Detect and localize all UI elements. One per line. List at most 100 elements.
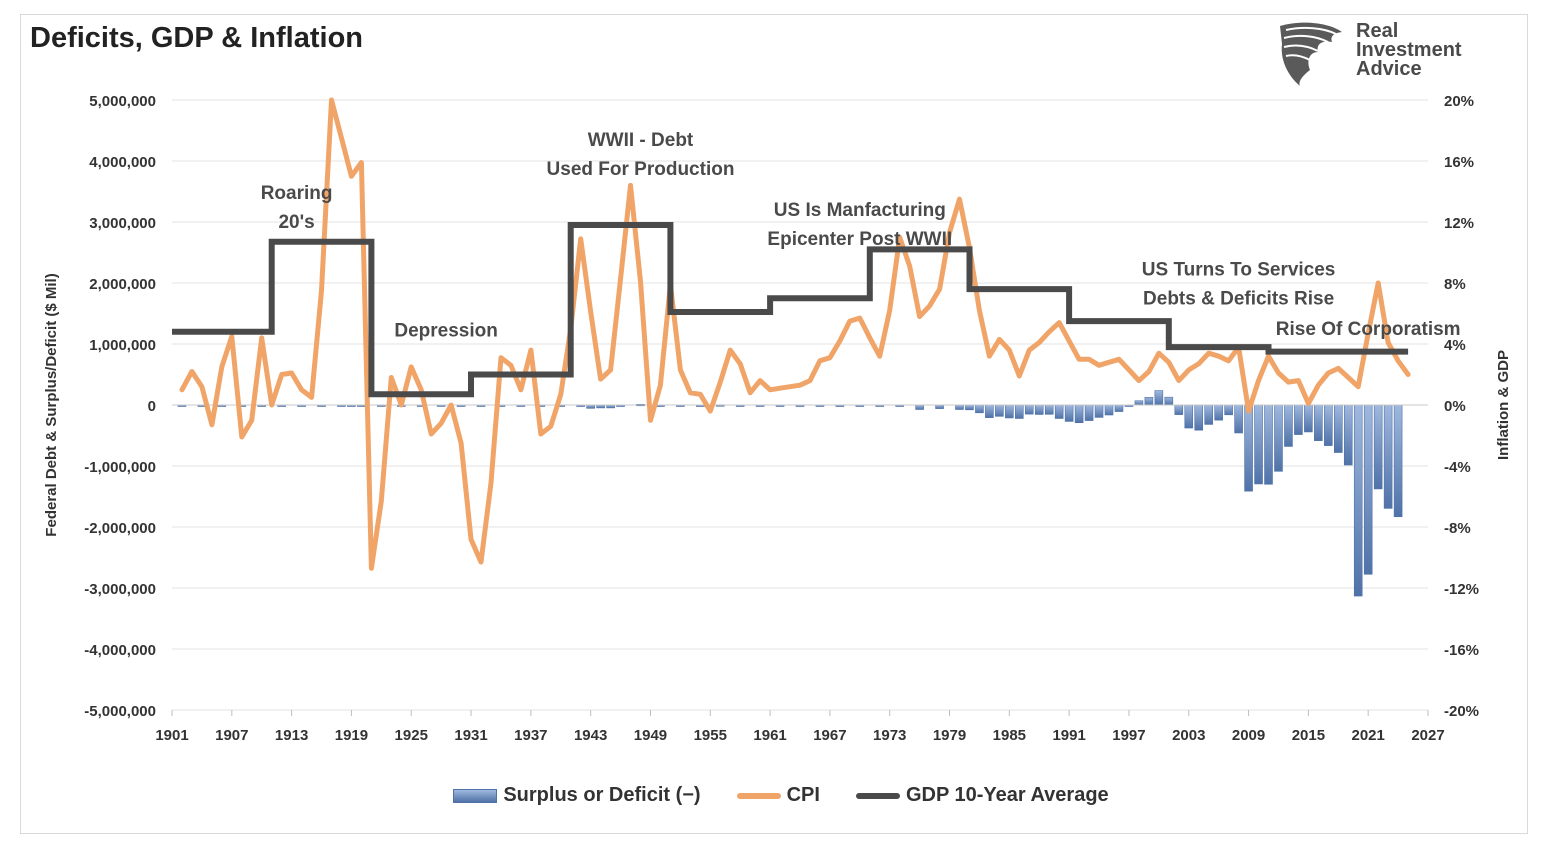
y-left-tick-label: -3,000,000 <box>84 581 156 598</box>
legend-label-gdp: GDP 10-Year Average <box>905 784 1109 806</box>
deficit-bar <box>1015 404 1024 419</box>
deficit-bar <box>1343 404 1353 466</box>
deficit-bar <box>1054 404 1064 419</box>
y-right-tick-label: -8% <box>1444 520 1471 537</box>
legend: Surplus or Deficit (−) CPI GDP 10-Year A… <box>0 784 1562 807</box>
deficit-bar <box>1104 404 1114 416</box>
deficit-bar <box>1064 404 1074 422</box>
x-tick-label: 2027 <box>1411 727 1444 744</box>
deficit-bar <box>1174 404 1184 415</box>
deficit-bar <box>1264 404 1273 485</box>
annotation-line: Used For Production <box>547 159 735 180</box>
x-tick-label: 1925 <box>395 727 428 744</box>
series-lines <box>172 97 1411 571</box>
deficit-bar <box>1044 404 1054 415</box>
x-tick-label: 1973 <box>873 727 906 744</box>
logo-line-investment: Investment <box>1356 39 1462 61</box>
deficit-bar <box>1005 404 1014 419</box>
legend-swatch-gdp <box>855 792 900 799</box>
x-tick-label: 2003 <box>1172 727 1205 744</box>
y-right-axis-title: Inflation & GDP <box>1495 350 1512 460</box>
deficit-bar <box>1284 404 1293 447</box>
deficit-bar <box>965 404 974 411</box>
x-tick-label: 1985 <box>993 727 1026 744</box>
deficit-bar <box>1324 404 1333 446</box>
annotation: US Turns To Services Debts & Deficits Ris… <box>1142 259 1336 309</box>
annotation: Rise Of Corporatism <box>1276 319 1461 340</box>
y-right-tick-label: -16% <box>1444 642 1479 659</box>
deficit-bar <box>1373 404 1383 490</box>
axes: 5,000,000 4,000,000 3,000,000 2,000,000 1,00… <box>43 93 1512 744</box>
legend-item-cpi: CPI <box>736 784 820 807</box>
gdp-line <box>172 222 1409 398</box>
page-title: Deficits, GDP & Inflation <box>30 22 364 54</box>
deficit-bar <box>1214 404 1223 421</box>
logo-line-real: Real <box>1356 20 1399 42</box>
deficit-bars <box>177 390 1403 597</box>
x-tick-label: 1967 <box>813 727 846 744</box>
y-left-tick-label: -4,000,000 <box>84 642 156 659</box>
x-tick-label: 1991 <box>1052 727 1085 744</box>
legend-label-deficit: Surplus or Deficit (−) <box>503 784 701 806</box>
y-right-tick-label: 16% <box>1444 154 1474 171</box>
chart: 5,000,000 4,000,000 3,000,000 2,000,000 1,00… <box>43 93 1512 744</box>
x-tick-label: 1943 <box>574 727 607 744</box>
y-left-tick-label: 2,000,000 <box>89 276 156 293</box>
y-right-tick-label: -12% <box>1444 581 1479 598</box>
x-tick-label: 1901 <box>155 727 188 744</box>
annotation: WWII - Debt Used For Production <box>547 130 735 180</box>
eagle-head-icon <box>1280 22 1342 86</box>
legend-item-deficit: Surplus or Deficit (−) <box>453 784 701 807</box>
deficit-bar <box>995 404 1004 417</box>
annotation-line: Depression <box>394 320 497 341</box>
logo-text: Real Investment Advice <box>1356 20 1462 79</box>
deficit-bar <box>985 404 994 418</box>
deficit-bar <box>1034 404 1044 415</box>
deficit-bar <box>1194 404 1204 431</box>
annotation-line: Debts & Deficits Rise <box>1143 288 1334 309</box>
x-tick-label: 1961 <box>753 727 786 744</box>
x-tick-label: 2015 <box>1292 727 1325 744</box>
x-tick-label: 1937 <box>514 727 547 744</box>
deficit-bar <box>1333 404 1343 453</box>
annotations: Roaring 20's Depression WWII - Debt Used For… <box>261 130 1461 342</box>
chart-frame <box>20 14 1528 834</box>
x-tick-label: 1955 <box>694 727 727 744</box>
deficit-bar <box>935 404 944 409</box>
deficit-bar <box>1144 397 1154 406</box>
y-left-tick-label: -1,000,000 <box>84 459 156 476</box>
x-tick-label: 1979 <box>933 727 966 744</box>
deficit-bar <box>1244 404 1253 492</box>
legend-swatch-cpi <box>736 792 781 799</box>
annotation-line: Roaring <box>261 183 333 204</box>
y-right-tick-label: 20% <box>1444 93 1474 110</box>
deficit-bar <box>915 404 924 410</box>
annotation-line: US Turns To Services <box>1142 259 1336 280</box>
y-right-tick-label: -4% <box>1444 459 1471 476</box>
y-left-tick-label: 5,000,000 <box>89 93 156 110</box>
deficit-bar <box>1074 404 1084 424</box>
x-tick-label: 1949 <box>634 727 667 744</box>
annotation-line: Rise Of Corporatism <box>1276 319 1461 340</box>
x-tick-label: 1907 <box>215 727 248 744</box>
deficit-bar <box>1353 404 1363 597</box>
annotation-line: WWII - Debt <box>588 130 694 151</box>
y-left-tick-label: -2,000,000 <box>84 520 156 537</box>
deficit-bar <box>1254 404 1263 485</box>
y-right-tick-label: -20% <box>1444 703 1479 720</box>
deficit-bar <box>1024 404 1034 415</box>
y-right-tick-label: 12% <box>1444 215 1474 232</box>
y-left-tick-label: -5,000,000 <box>84 703 156 720</box>
deficit-bar <box>1084 404 1094 421</box>
deficit-bar <box>955 404 964 410</box>
deficit-bar <box>1363 404 1373 575</box>
deficit-bar <box>1383 404 1393 509</box>
annotation-line: US Is Manfacturing <box>774 200 946 221</box>
x-tick-label: 2021 <box>1352 727 1385 744</box>
x-tick-label: 1931 <box>454 727 487 744</box>
deficit-bar <box>1274 404 1283 472</box>
y-left-tick-label: 3,000,000 <box>89 215 156 232</box>
deficit-bar <box>1114 404 1124 412</box>
deficit-bar <box>1094 404 1104 418</box>
deficit-bar <box>1314 404 1323 441</box>
